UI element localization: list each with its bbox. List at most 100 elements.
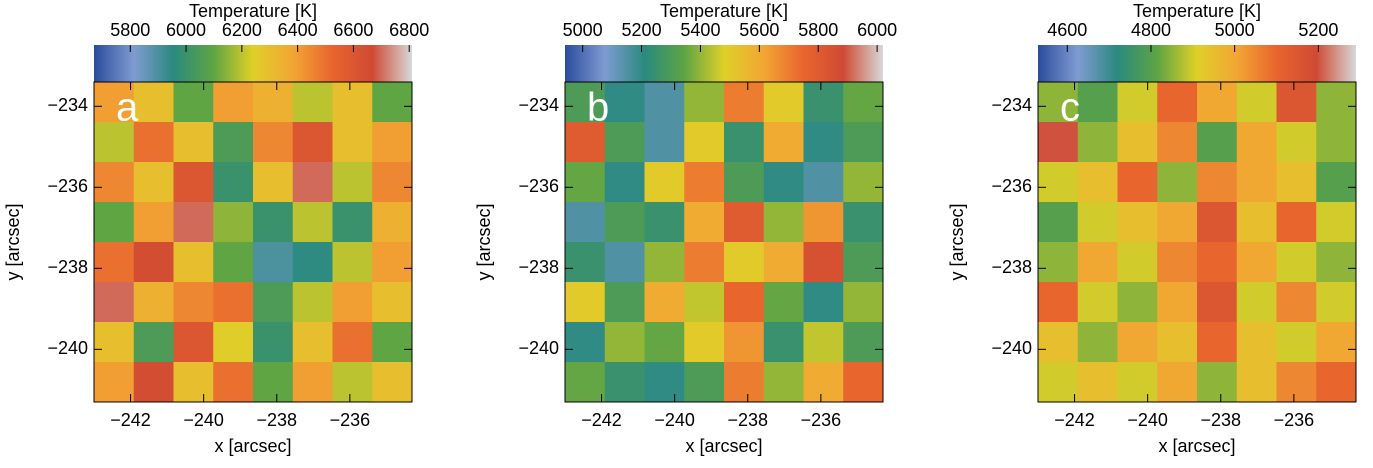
y-tick-label: −238 (991, 257, 1032, 277)
heatmap-cell (1038, 122, 1079, 163)
heatmap-cell (1157, 282, 1198, 323)
heatmap-cell (724, 162, 765, 203)
heatmap-cell (253, 82, 294, 123)
heatmap-cell (604, 202, 645, 243)
heatmap-cell (1038, 202, 1079, 243)
y-tick-label: −236 (991, 176, 1032, 196)
heatmap-cell (94, 162, 135, 203)
heatmap-cell (292, 162, 333, 203)
heatmap-cell (292, 322, 333, 363)
heatmap-cell (332, 322, 373, 363)
heatmap-cell (604, 82, 645, 123)
heatmap-cell (173, 282, 214, 323)
heatmap-cell (1077, 362, 1118, 403)
heatmap-cell (213, 242, 254, 283)
x-tick-label: −242 (110, 410, 151, 430)
heatmap-cell (1157, 242, 1198, 283)
colorbar-tick-label: 6600 (333, 20, 373, 40)
heatmap-cell (253, 362, 294, 403)
heatmap-cell (803, 242, 844, 283)
heatmap-cell (604, 242, 645, 283)
heatmap-cell (1276, 122, 1317, 163)
heatmap-cell (724, 322, 765, 363)
heatmap-cell (1157, 202, 1198, 243)
heatmap-cell (213, 82, 254, 123)
heatmap-cell (843, 322, 884, 363)
heatmap-cell (133, 282, 174, 323)
heatmap-cell (213, 282, 254, 323)
heatmap-cell (1077, 282, 1118, 323)
heatmap-cell (372, 202, 413, 243)
heatmap-cell (1117, 362, 1158, 403)
heatmap-cell (1157, 362, 1198, 403)
heatmap-cell (332, 162, 373, 203)
heatmap-cell (1316, 282, 1357, 323)
y-tick-label: −236 (518, 176, 559, 196)
heatmap-cell (763, 362, 804, 403)
heatmap-cell (565, 202, 606, 243)
heatmap-cell (684, 162, 725, 203)
x-tick-label: −236 (330, 410, 371, 430)
heatmap-cell (253, 122, 294, 163)
y-axis-label: y [arcsec] (3, 203, 23, 280)
heatmap-cell (1316, 122, 1357, 163)
y-axis-label: y [arcsec] (474, 203, 494, 280)
heatmap-cell (1276, 162, 1317, 203)
y-axis-label: y [arcsec] (947, 203, 967, 280)
colorbar-tick-label: 6000 (166, 20, 206, 40)
heatmap-cell (644, 122, 685, 163)
y-tick-label: −234 (47, 95, 88, 115)
colorbar-tick-label: 6200 (222, 20, 262, 40)
colorbar-label: Temperature [K] (189, 1, 317, 21)
heatmap-cell (173, 242, 214, 283)
heatmap-cell (332, 122, 373, 163)
heatmap-cell (1236, 162, 1277, 203)
heatmap-cell (292, 362, 333, 403)
colorbar-label: Temperature [K] (660, 1, 788, 21)
y-tick-label: −238 (47, 257, 88, 277)
heatmap-cell (1038, 282, 1079, 323)
heatmap-cell (565, 122, 606, 163)
heatmap-cell (213, 202, 254, 243)
heatmap-cell (1117, 122, 1158, 163)
heatmap-cell (843, 242, 884, 283)
heatmap-cell (372, 82, 413, 123)
heatmap-cell (1276, 242, 1317, 283)
heatmap-cell (644, 322, 685, 363)
heatmap-cell (332, 82, 373, 123)
x-tick-label: −238 (256, 410, 297, 430)
heatmap-cell (644, 282, 685, 323)
heatmap-cell (332, 242, 373, 283)
heatmap-cell (684, 82, 725, 123)
heatmap-cell (332, 362, 373, 403)
heatmap-cell (1316, 322, 1357, 363)
heatmap-cell (253, 202, 294, 243)
heatmap-cell (1316, 242, 1357, 283)
heatmap-cell (684, 122, 725, 163)
heatmap-cell (644, 202, 685, 243)
heatmap-cell (94, 202, 135, 243)
heatmap-cell (372, 282, 413, 323)
heatmap-cell (803, 282, 844, 323)
colorbar-tick-label: 5400 (680, 20, 720, 40)
heatmap-cell (1276, 282, 1317, 323)
heatmap-cell (1117, 82, 1158, 123)
heatmap-cell (803, 362, 844, 403)
heatmap-cell (1236, 122, 1277, 163)
heatmap-cell (763, 162, 804, 203)
x-tick-label: −240 (183, 410, 224, 430)
heatmap-cell (803, 162, 844, 203)
heatmap-cell (1276, 202, 1317, 243)
heatmap-cell (763, 242, 804, 283)
heatmap-cell (1117, 242, 1158, 283)
frame (1037, 81, 1357, 403)
panel-label: b (587, 86, 609, 130)
heatmap-cell (644, 242, 685, 283)
heatmap-cell (843, 282, 884, 323)
heatmap-cell (133, 82, 174, 123)
heatmap-cell (253, 162, 294, 203)
heatmap-cell (1236, 282, 1277, 323)
heatmap-cell (644, 82, 685, 123)
heatmap-cell (803, 322, 844, 363)
